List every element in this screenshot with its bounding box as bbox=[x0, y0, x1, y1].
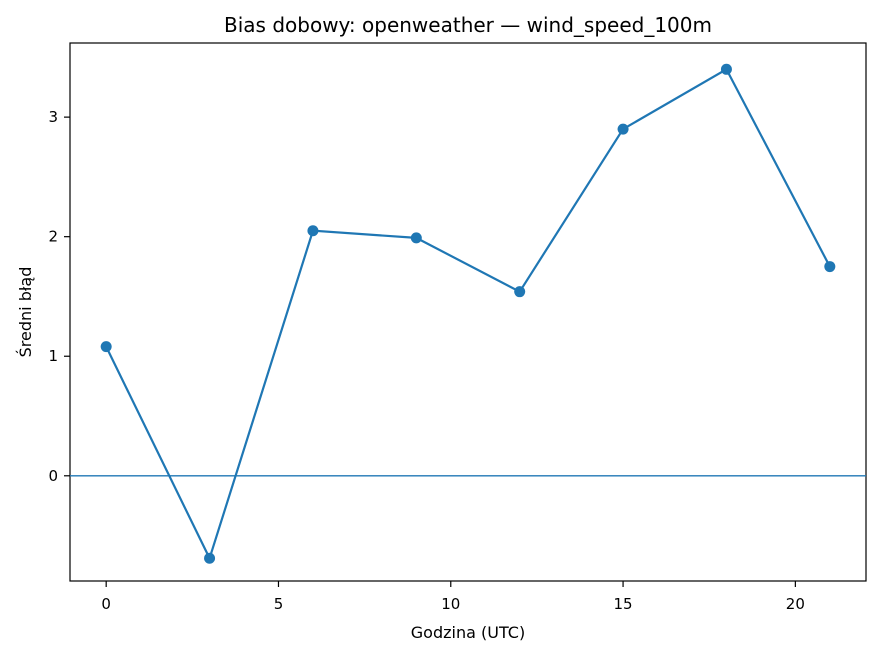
series-line bbox=[105, 67, 831, 562]
y-tick-label: 2 bbox=[48, 228, 58, 246]
x-tick-label: 10 bbox=[441, 595, 460, 613]
x-tick-label: 15 bbox=[614, 595, 633, 613]
y-axis-ticks: 0 1 2 3 bbox=[48, 108, 70, 485]
x-axis-ticks: 0 5 10 15 20 bbox=[101, 581, 805, 613]
data-point bbox=[617, 123, 629, 135]
x-tick-label: 0 bbox=[101, 595, 111, 613]
x-tick-label: 20 bbox=[786, 595, 805, 613]
data-point bbox=[100, 341, 112, 353]
data-point bbox=[824, 261, 836, 273]
x-tick-label: 5 bbox=[274, 595, 284, 613]
chart-title: Bias dobowy: openweather — wind_speed_10… bbox=[224, 13, 712, 37]
x-axis-label: Godzina (UTC) bbox=[411, 623, 525, 642]
plot-area bbox=[69, 42, 867, 582]
data-point bbox=[514, 286, 526, 298]
data-point bbox=[410, 232, 422, 244]
plot-frame bbox=[69, 42, 867, 582]
data-point bbox=[307, 225, 319, 237]
data-points bbox=[100, 63, 836, 564]
y-tick-label: 1 bbox=[48, 347, 58, 365]
y-tick-label: 0 bbox=[48, 467, 58, 485]
y-axis-label: Średni błąd bbox=[16, 267, 35, 358]
y-tick-label: 3 bbox=[48, 108, 58, 126]
data-point bbox=[720, 63, 732, 75]
data-point bbox=[204, 552, 216, 564]
